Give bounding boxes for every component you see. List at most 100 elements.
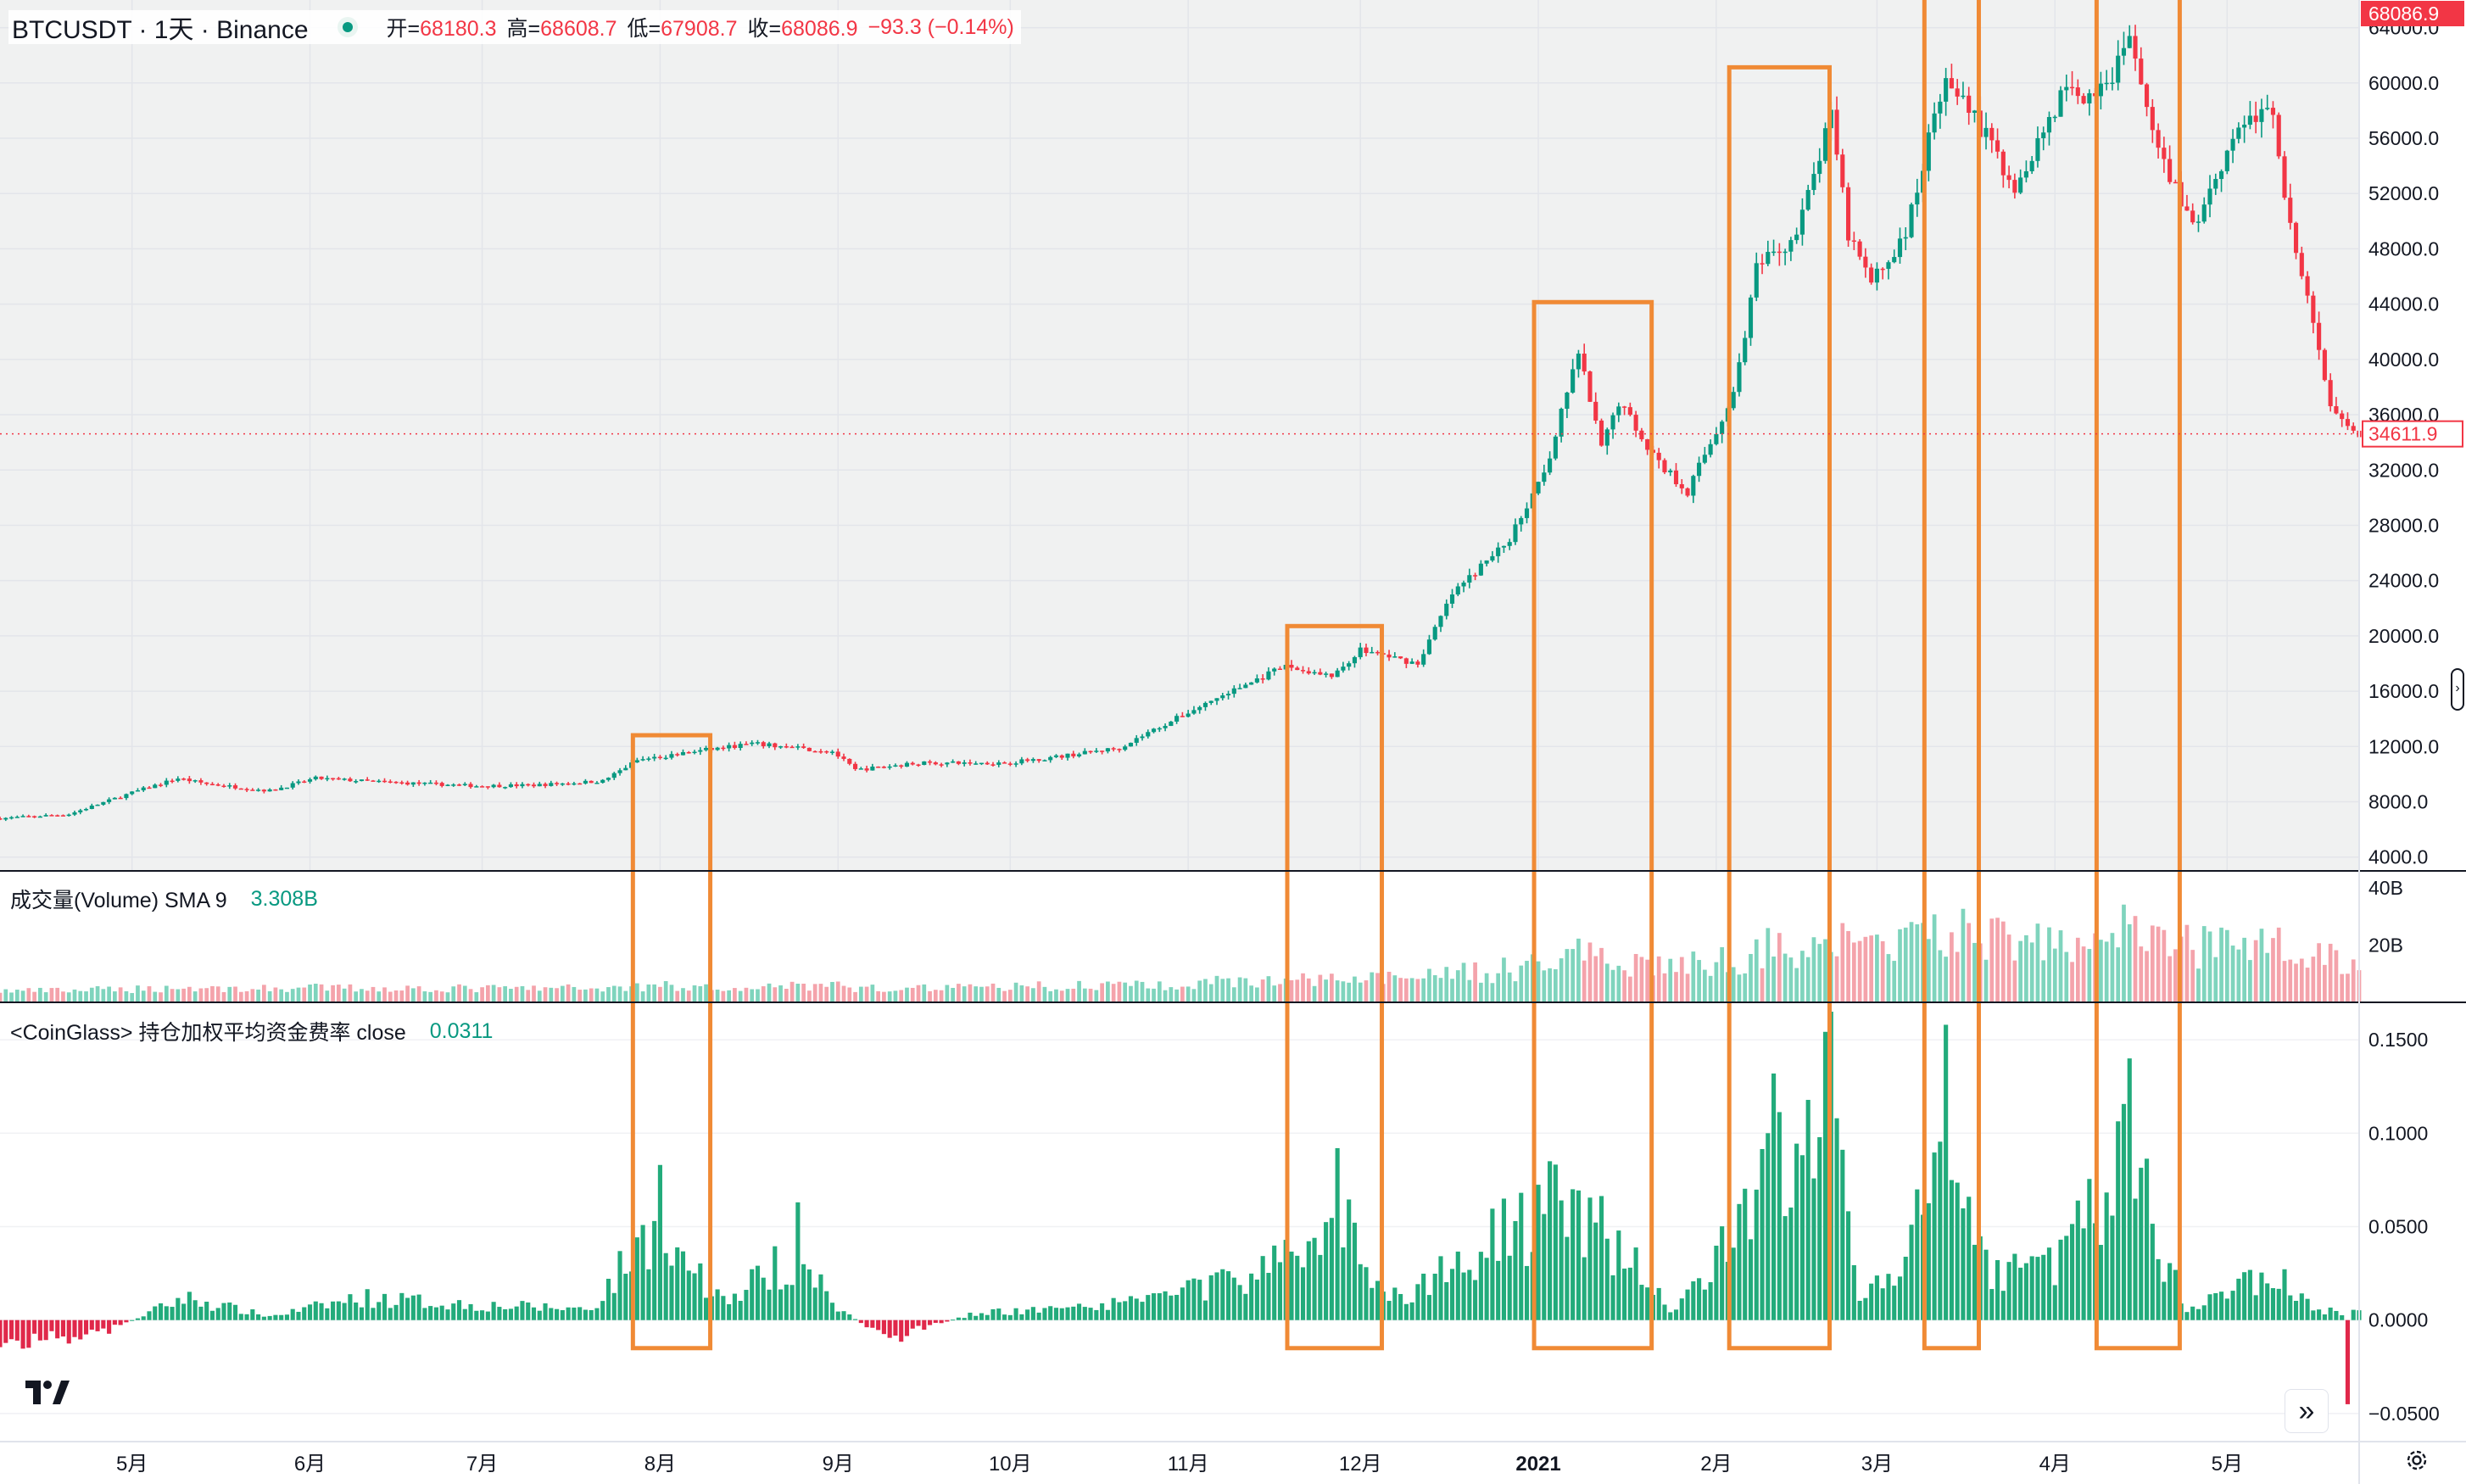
volume-bar [1685, 974, 1690, 1002]
candle-body [445, 784, 450, 786]
funding-bar [1100, 1303, 1105, 1320]
funding-bar [1266, 1273, 1271, 1320]
funding-bar [899, 1319, 904, 1342]
funding-legend[interactable]: <CoinGlass> 持仓加权平均资金费率 close 0.0311 [10, 1016, 493, 1046]
volume-bar [124, 990, 129, 1002]
volume-bar [634, 983, 639, 1002]
candle-body [2000, 151, 2006, 176]
volume-bar [325, 990, 330, 1002]
volume-bar [1587, 942, 1593, 1002]
candle-body [2270, 108, 2276, 115]
tradingview-logo-icon[interactable] [22, 1372, 70, 1413]
volume-bar [388, 991, 393, 1002]
funding-bar [1519, 1192, 1524, 1320]
candle-body [744, 744, 749, 745]
funding-bar [1571, 1189, 1576, 1320]
funding-bar [1662, 1304, 1667, 1320]
volume-bar [89, 987, 94, 1002]
funding-bar [336, 1301, 341, 1320]
volume-bar [1169, 987, 1174, 1002]
candle-body [170, 780, 175, 783]
funding-bar [1071, 1306, 1076, 1320]
candle-body [727, 745, 732, 749]
volume-bar [2230, 946, 2235, 1002]
candle-body [1295, 667, 1300, 671]
candle-body [1202, 702, 1208, 707]
candle-body [784, 746, 789, 748]
scroll-to-realtime-button[interactable]: » [2285, 1389, 2329, 1433]
candle-body [1748, 297, 1754, 338]
funding-bar [2133, 1198, 2138, 1320]
volume-bar [686, 990, 691, 1002]
funding-bar [2069, 1224, 2075, 1320]
funding-bar [307, 1304, 313, 1320]
funding-bar [1604, 1238, 1610, 1320]
market-status-icon[interactable] [337, 17, 358, 37]
funding-bar [2006, 1262, 2011, 1320]
funding-bar [773, 1246, 778, 1320]
volume-bar [2064, 951, 2069, 1002]
candle-body [594, 783, 600, 784]
funding-bar [1771, 1073, 1777, 1320]
candle-body [1593, 401, 1598, 421]
funding-bar [675, 1247, 680, 1320]
volume-bar [1208, 984, 1213, 1002]
volume-bar [1668, 958, 1673, 1002]
funding-bar [1220, 1269, 1225, 1320]
funding-bar [1799, 1155, 1805, 1320]
candle-body [1059, 755, 1064, 758]
funding-bar [2293, 1301, 2299, 1320]
funding-bar [1088, 1308, 1093, 1320]
candle-body [795, 746, 801, 748]
candle-body [2098, 83, 2103, 97]
funding-bar [153, 1306, 158, 1320]
volume-bar [1536, 961, 1541, 1002]
funding-bar [818, 1274, 823, 1320]
funding-bar [491, 1302, 496, 1320]
candle-body [692, 751, 697, 754]
funding-bar [698, 1263, 703, 1320]
volume-bar [503, 986, 508, 1002]
candle-body [181, 778, 187, 780]
volume-bar [1502, 957, 1506, 1002]
volume-bar [1197, 980, 1202, 1002]
candle-body [1053, 755, 1059, 757]
candle-body [589, 780, 594, 784]
funding-bar [594, 1308, 600, 1320]
volume-bar [1610, 969, 1615, 1002]
funding-bar [250, 1308, 255, 1320]
volume-bar [1364, 980, 1369, 1002]
chart-settings-button[interactable] [2400, 1443, 2434, 1477]
volume-bar [2041, 960, 2046, 1002]
candle-body [2259, 109, 2264, 122]
funding-bar [555, 1308, 560, 1320]
highlight-boxes [630, 0, 2182, 1351]
volume-bar [1817, 944, 1822, 1002]
candle-body [1426, 639, 1432, 655]
highlight-box [630, 733, 713, 1351]
candle-body [26, 816, 31, 817]
candle-body [20, 816, 25, 817]
candle-body [1874, 268, 1879, 283]
funding-bar [1639, 1285, 1644, 1320]
funding-bar [244, 1314, 249, 1320]
funding-bar [1169, 1295, 1174, 1320]
price-axis[interactable]: 64000.060000.056000.052000.048000.044000… [0, 1, 2464, 868]
candle-body [773, 743, 778, 748]
symbol-legend[interactable]: BTCUSDT · 1天 · Binance 开=68180.3 高=68608… [8, 10, 1021, 44]
candle-body [1668, 470, 1673, 472]
funding-bar [2046, 1247, 2052, 1320]
volume-legend[interactable]: 成交量(Volume) SMA 9 3.308B [10, 884, 318, 914]
funding-bar [881, 1319, 886, 1335]
volume-bar [2248, 960, 2252, 1002]
funding-bar [680, 1251, 686, 1320]
price-scale-handle[interactable]: › [2451, 668, 2464, 711]
volume-bar [1720, 946, 1725, 1002]
symbol-title[interactable]: BTCUSDT · 1天 · Binance [12, 16, 309, 44]
volume-bar [319, 984, 324, 1002]
time-axis[interactable]: 5月 6月 7月 8月 9月 10月 11月 12月 2021 2月 3月 4月 5月 [116, 1453, 2243, 1476]
funding-bar [611, 1292, 616, 1320]
funding-bar [1318, 1254, 1323, 1320]
funding-bar [2110, 1215, 2115, 1320]
